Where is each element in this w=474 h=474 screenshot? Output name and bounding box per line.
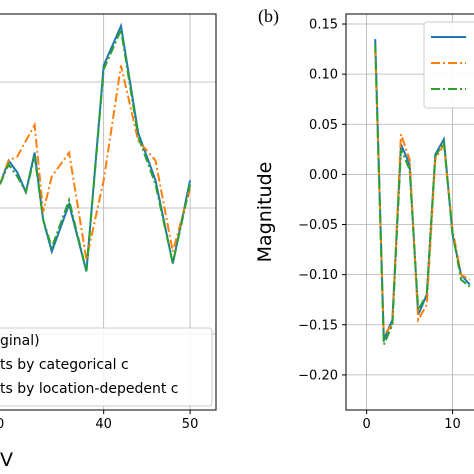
series-line-2 (374, 49, 471, 338)
panel-b: 0.15 0.10 0.05 0.00 −0.05 −0.10 −0.15 −0.20 0 10 M… (254, 6, 474, 432)
series-line-3 (0, 26, 192, 272)
y-tick-label: 0.15 (309, 18, 338, 33)
series-line-3 (374, 44, 471, 346)
legend-box (0, 327, 213, 407)
y-tick-label: −0.05 (298, 218, 338, 233)
axes-frame (0, 13, 217, 411)
series-line-2 (0, 65, 192, 260)
x-tick-label: 10 (444, 417, 461, 432)
panel-a: ginal) ts by categorical c ts by location-… (0, 13, 217, 471)
x-tick-label: 0 (362, 417, 370, 432)
y-tick-label: −0.10 (298, 268, 338, 283)
axes-frame (345, 13, 474, 411)
y-tick-label: 0.05 (309, 118, 338, 133)
panel-label: (b) (258, 6, 279, 27)
y-tick-label: −0.15 (298, 318, 338, 333)
x-tick-label-cropped: 0 (0, 417, 4, 432)
x-tick-label: 50 (182, 417, 199, 432)
y-tick-label: 0.00 (309, 168, 338, 183)
y-tick-label: 0.10 (309, 68, 338, 83)
legend (423, 21, 474, 109)
x-axis-label: V (0, 449, 13, 471)
legend: ginal) ts by categorical c ts by location-… (0, 327, 213, 407)
legend-entry-2: ts by categorical c (0, 357, 129, 373)
legend-box (423, 21, 474, 109)
legend-entry-3: ts by location-depedent c (0, 381, 178, 397)
x-tick-label: 40 (95, 417, 112, 432)
series-line-1 (0, 22, 192, 272)
y-axis-label: Magnitude (254, 162, 276, 263)
legend-entry-1: ginal) (0, 333, 40, 349)
y-tick-label: −0.20 (298, 368, 338, 383)
